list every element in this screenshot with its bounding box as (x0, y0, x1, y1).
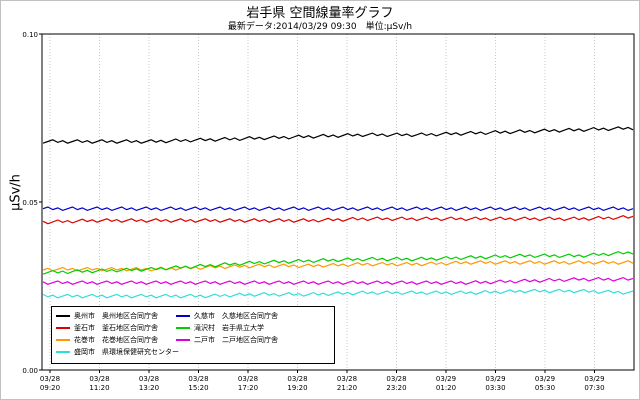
legend-swatch (176, 327, 190, 329)
x-tick-time: 13:20 (139, 384, 159, 392)
x-tick-date: 03/28 (40, 375, 60, 383)
x-tick-time: 01:20 (436, 384, 456, 392)
x-tick-date: 03/29 (485, 375, 505, 383)
legend-label: 盛岡市 県環境保健研究センター (74, 348, 179, 356)
legend-label: 花巻市 花巻地区合同庁舎 (74, 336, 158, 344)
legend-label: 釜石市 釜石地区合同庁舎 (74, 324, 158, 332)
x-tick-time: 19:20 (287, 384, 307, 392)
x-tick-date: 03/29 (584, 375, 604, 383)
series-line (42, 126, 634, 144)
y-tick-label: 0.00 (22, 367, 38, 375)
legend-item: 二戸市 二戸地区合同庁舎 (176, 335, 278, 345)
y-tick-label: 0.05 (22, 199, 38, 207)
legend-swatch (56, 351, 70, 353)
x-tick-date: 03/29 (535, 375, 555, 383)
x-tick-time: 03:30 (485, 384, 505, 392)
x-tick-time: 15:20 (188, 384, 208, 392)
x-tick-time: 11:20 (89, 384, 109, 392)
legend-swatch (176, 315, 190, 317)
legend-label: 奥州市 奥州地区合同庁舎 (74, 312, 158, 320)
legend-item: 滝沢村 岩手県立大学 (176, 323, 264, 333)
x-tick-date: 03/28 (238, 375, 258, 383)
x-tick-time: 07:30 (584, 384, 604, 392)
y-tick-label: 0.10 (22, 31, 38, 39)
x-tick-date: 03/28 (287, 375, 307, 383)
x-tick-date: 03/28 (89, 375, 109, 383)
legend-swatch (56, 327, 70, 329)
legend-swatch (56, 315, 70, 317)
series-line (42, 276, 634, 285)
x-tick-time: 09:20 (40, 384, 60, 392)
legend-item: 奥州市 奥州地区合同庁舎 (56, 311, 158, 321)
legend-swatch (56, 339, 70, 341)
chart-title: 岩手県 空間線量率グラフ (246, 6, 394, 21)
series-line (42, 206, 634, 212)
series-line (42, 215, 634, 225)
x-tick-time: 21:20 (337, 384, 357, 392)
legend-item: 釜石市 釜石地区合同庁舎 (56, 323, 158, 333)
x-tick-date: 03/28 (386, 375, 406, 383)
legend-item: 盛岡市 県環境保健研究センター (56, 347, 179, 357)
legend-label: 滝沢村 岩手県立大学 (194, 324, 264, 332)
chart-legend: 奥州市 奥州地区合同庁舎 釜石市 釜石地区合同庁舎 花巻市 花巻地区合同庁舎盛岡市 … (51, 306, 335, 364)
legend-item: 花巻市 花巻地区合同庁舎 (56, 335, 158, 345)
chart-subtitle: 最新データ:2014/03/29 09:30 単位:μSv/h (227, 22, 413, 32)
legend-label: 二戸市 二戸地区合同庁舎 (194, 336, 278, 344)
series-line (42, 260, 634, 272)
x-tick-time: 23:20 (386, 384, 406, 392)
x-tick-date: 03/29 (436, 375, 456, 383)
x-tick-time: 17:20 (238, 384, 258, 392)
legend-swatch (176, 339, 190, 341)
x-tick-time: 05:30 (535, 384, 555, 392)
x-tick-date: 03/28 (188, 375, 208, 383)
legend-label: 久慈市 久慈地区合同庁舎 (194, 312, 278, 320)
x-tick-date: 03/28 (337, 375, 357, 383)
legend-item: 久慈市 久慈地区合同庁舎 (176, 311, 278, 321)
series-line (42, 250, 634, 275)
x-tick-date: 03/28 (139, 375, 159, 383)
series-line (42, 288, 634, 299)
